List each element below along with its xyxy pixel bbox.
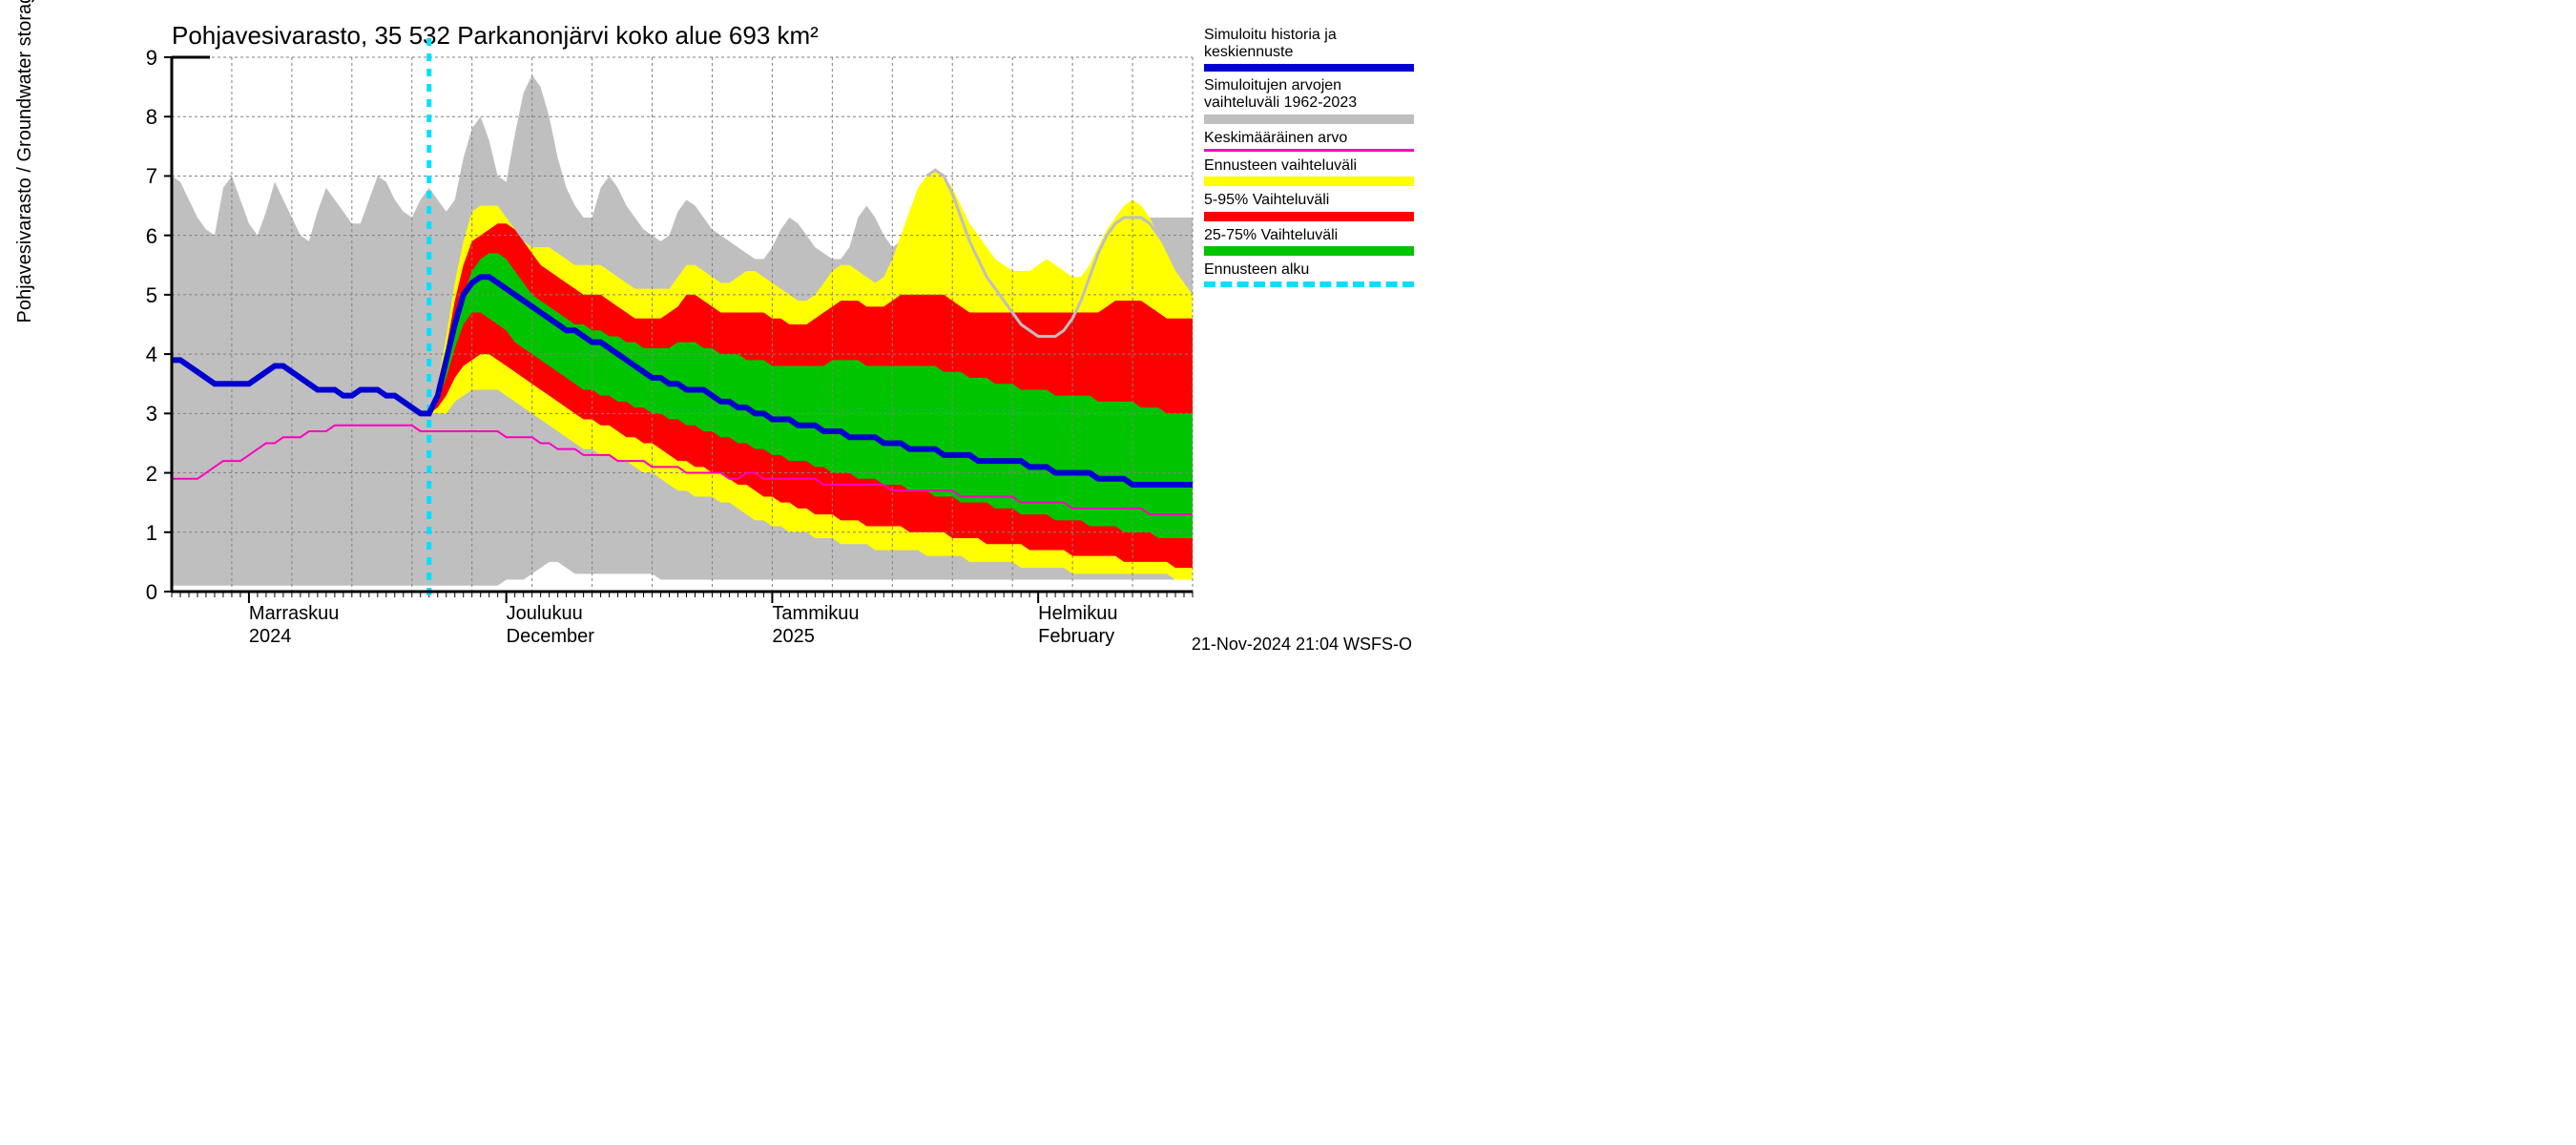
legend-item: Simuloitu historia ja keskiennuste xyxy=(1204,27,1414,72)
footer-timestamp: 21-Nov-2024 21:04 WSFS-O xyxy=(1192,635,1412,655)
legend-item: Simuloitujen arvojen vaihteluväli 1962-2… xyxy=(1204,77,1414,124)
legend-swatch xyxy=(1204,212,1414,221)
y-tick-label: 0 xyxy=(119,580,157,605)
legend-swatch xyxy=(1204,246,1414,256)
x-tick-label: Marraskuu xyxy=(249,603,339,625)
legend-item: Ennusteen vaihteluväli xyxy=(1204,157,1414,186)
y-tick-label: 9 xyxy=(119,46,157,71)
x-tick-sublabel: 2024 xyxy=(249,626,292,648)
legend-item: 5-95% Vaihteluväli xyxy=(1204,192,1414,220)
legend-swatch xyxy=(1204,64,1414,72)
x-tick-sublabel: February xyxy=(1038,626,1114,648)
y-tick-label: 5 xyxy=(119,283,157,308)
y-tick-label: 4 xyxy=(119,343,157,367)
y-tick-label: 6 xyxy=(119,224,157,249)
legend-swatch xyxy=(1204,149,1414,152)
legend: Simuloitu historia ja keskiennuste Simulo… xyxy=(1204,27,1414,293)
legend-item: Ennusteen alku xyxy=(1204,261,1414,286)
legend-item: Keskimääräinen arvo xyxy=(1204,130,1414,152)
y-tick-label: 3 xyxy=(119,402,157,427)
x-tick-sublabel: December xyxy=(507,626,594,648)
x-tick-label: Joulukuu xyxy=(507,603,583,625)
x-tick-label: Helmikuu xyxy=(1038,603,1117,625)
legend-swatch xyxy=(1204,114,1414,124)
y-tick-label: 1 xyxy=(119,521,157,546)
legend-label: 5-95% Vaihteluväli xyxy=(1204,192,1414,209)
x-tick-label: Tammikuu xyxy=(772,603,859,625)
y-tick-label: 2 xyxy=(119,462,157,487)
legend-swatch xyxy=(1204,177,1414,186)
x-tick-sublabel: 2025 xyxy=(772,626,815,648)
y-tick-label: 8 xyxy=(119,105,157,130)
legend-label: Simuloitujen arvojen vaihteluväli 1962-2… xyxy=(1204,77,1414,113)
legend-label: 25-75% Vaihteluväli xyxy=(1204,227,1414,244)
legend-label: Ennusteen vaihteluväli xyxy=(1204,157,1414,175)
chart-container: Pohjavesivarasto / Groundwater storage m… xyxy=(0,0,1431,668)
y-tick-label: 7 xyxy=(119,164,157,189)
legend-label: Simuloitu historia ja keskiennuste xyxy=(1204,27,1414,62)
legend-swatch xyxy=(1204,281,1414,287)
legend-item: 25-75% Vaihteluväli xyxy=(1204,227,1414,256)
legend-label: Keskimääräinen arvo xyxy=(1204,130,1414,147)
legend-label: Ennusteen alku xyxy=(1204,261,1414,279)
